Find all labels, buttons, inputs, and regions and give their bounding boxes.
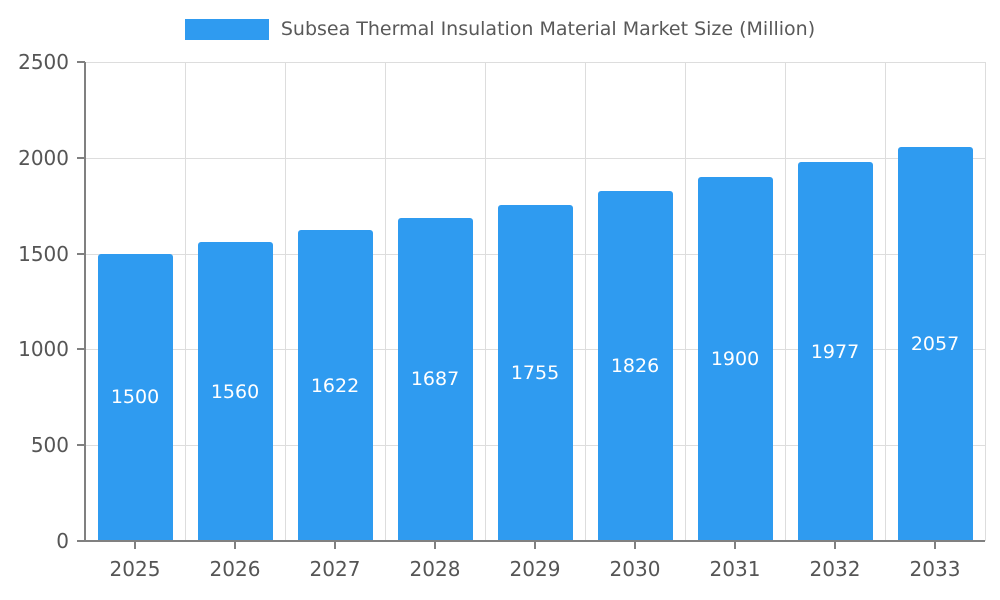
bar[interactable] — [97, 253, 173, 541]
bar[interactable] — [197, 242, 273, 541]
bar-value-label: 1560 — [210, 380, 260, 403]
bar-value-label: 1900 — [710, 347, 760, 370]
bar[interactable] — [797, 162, 873, 541]
x-tick-mark — [634, 541, 636, 549]
x-gridline — [884, 62, 886, 541]
bar[interactable] — [497, 204, 573, 541]
bar[interactable] — [297, 230, 373, 541]
x-tick-mark — [334, 541, 336, 549]
bar-value-label: 1826 — [610, 355, 660, 378]
bar[interactable] — [697, 176, 773, 541]
y-axis-tick-label: 2500 — [18, 50, 69, 74]
x-gridline — [984, 62, 986, 541]
x-axis-tick-label: 2031 — [709, 557, 761, 581]
y-axis-line — [84, 62, 86, 541]
x-tick-mark — [234, 541, 236, 549]
y-gridline — [85, 157, 985, 159]
x-gridline — [784, 62, 786, 541]
x-gridline — [384, 62, 386, 541]
y-tick-mark — [77, 156, 85, 159]
x-axis-line — [85, 540, 985, 542]
y-tick-mark — [77, 444, 85, 447]
x-gridline — [684, 62, 686, 541]
y-tick-mark — [77, 252, 85, 255]
bar[interactable] — [397, 217, 473, 541]
bar[interactable] — [597, 191, 673, 541]
y-tick-mark — [77, 540, 85, 542]
x-axis-tick-label: 2032 — [809, 557, 861, 581]
x-axis-tick-label: 2033 — [909, 557, 961, 581]
bar-value-label: 1755 — [510, 361, 560, 384]
bar-value-label: 1687 — [410, 368, 460, 391]
x-tick-mark — [134, 541, 136, 549]
y-axis-tick-label: 1000 — [18, 337, 69, 362]
x-gridline — [584, 62, 586, 541]
chart-legend: Subsea Thermal Insulation Material Marke… — [0, 18, 1000, 40]
x-tick-mark — [734, 541, 736, 549]
y-tick-mark — [77, 348, 85, 351]
y-axis-tick-label: 2000 — [18, 145, 69, 170]
x-axis-tick-label: 2028 — [409, 557, 461, 581]
chart-title: Subsea Thermal Insulation Material Marke… — [280, 18, 816, 40]
bar-value-label: 2057 — [910, 332, 960, 355]
x-axis-tick-label: 2027 — [309, 557, 361, 581]
bar[interactable] — [897, 146, 973, 541]
y-axis-tick-label: 0 — [56, 529, 69, 553]
x-gridline — [284, 62, 286, 541]
y-axis-tick-label: 500 — [30, 433, 69, 458]
x-tick-mark — [834, 541, 836, 549]
x-axis-tick-label: 2030 — [609, 557, 661, 581]
x-tick-mark — [434, 541, 436, 549]
x-axis-tick-label: 2029 — [509, 557, 561, 581]
bar-value-label: 1500 — [110, 386, 160, 409]
y-gridline — [85, 62, 985, 63]
bar-value-label: 1622 — [310, 374, 360, 397]
y-tick-mark — [77, 61, 85, 63]
plot-area: 0 500 1000 1500 2000 2500 1500 2025 1560 2026 1622… — [18, 51, 986, 581]
x-tick-mark — [934, 541, 936, 549]
x-gridline — [184, 62, 186, 541]
x-axis-tick-label: 2026 — [209, 557, 261, 581]
x-tick-mark — [534, 541, 536, 549]
x-axis-tick-label: 2025 — [109, 557, 161, 581]
x-gridline — [484, 62, 486, 541]
legend-swatch — [184, 18, 269, 40]
y-axis-tick-label: 1500 — [18, 241, 69, 266]
bar-value-label: 1977 — [810, 340, 860, 363]
